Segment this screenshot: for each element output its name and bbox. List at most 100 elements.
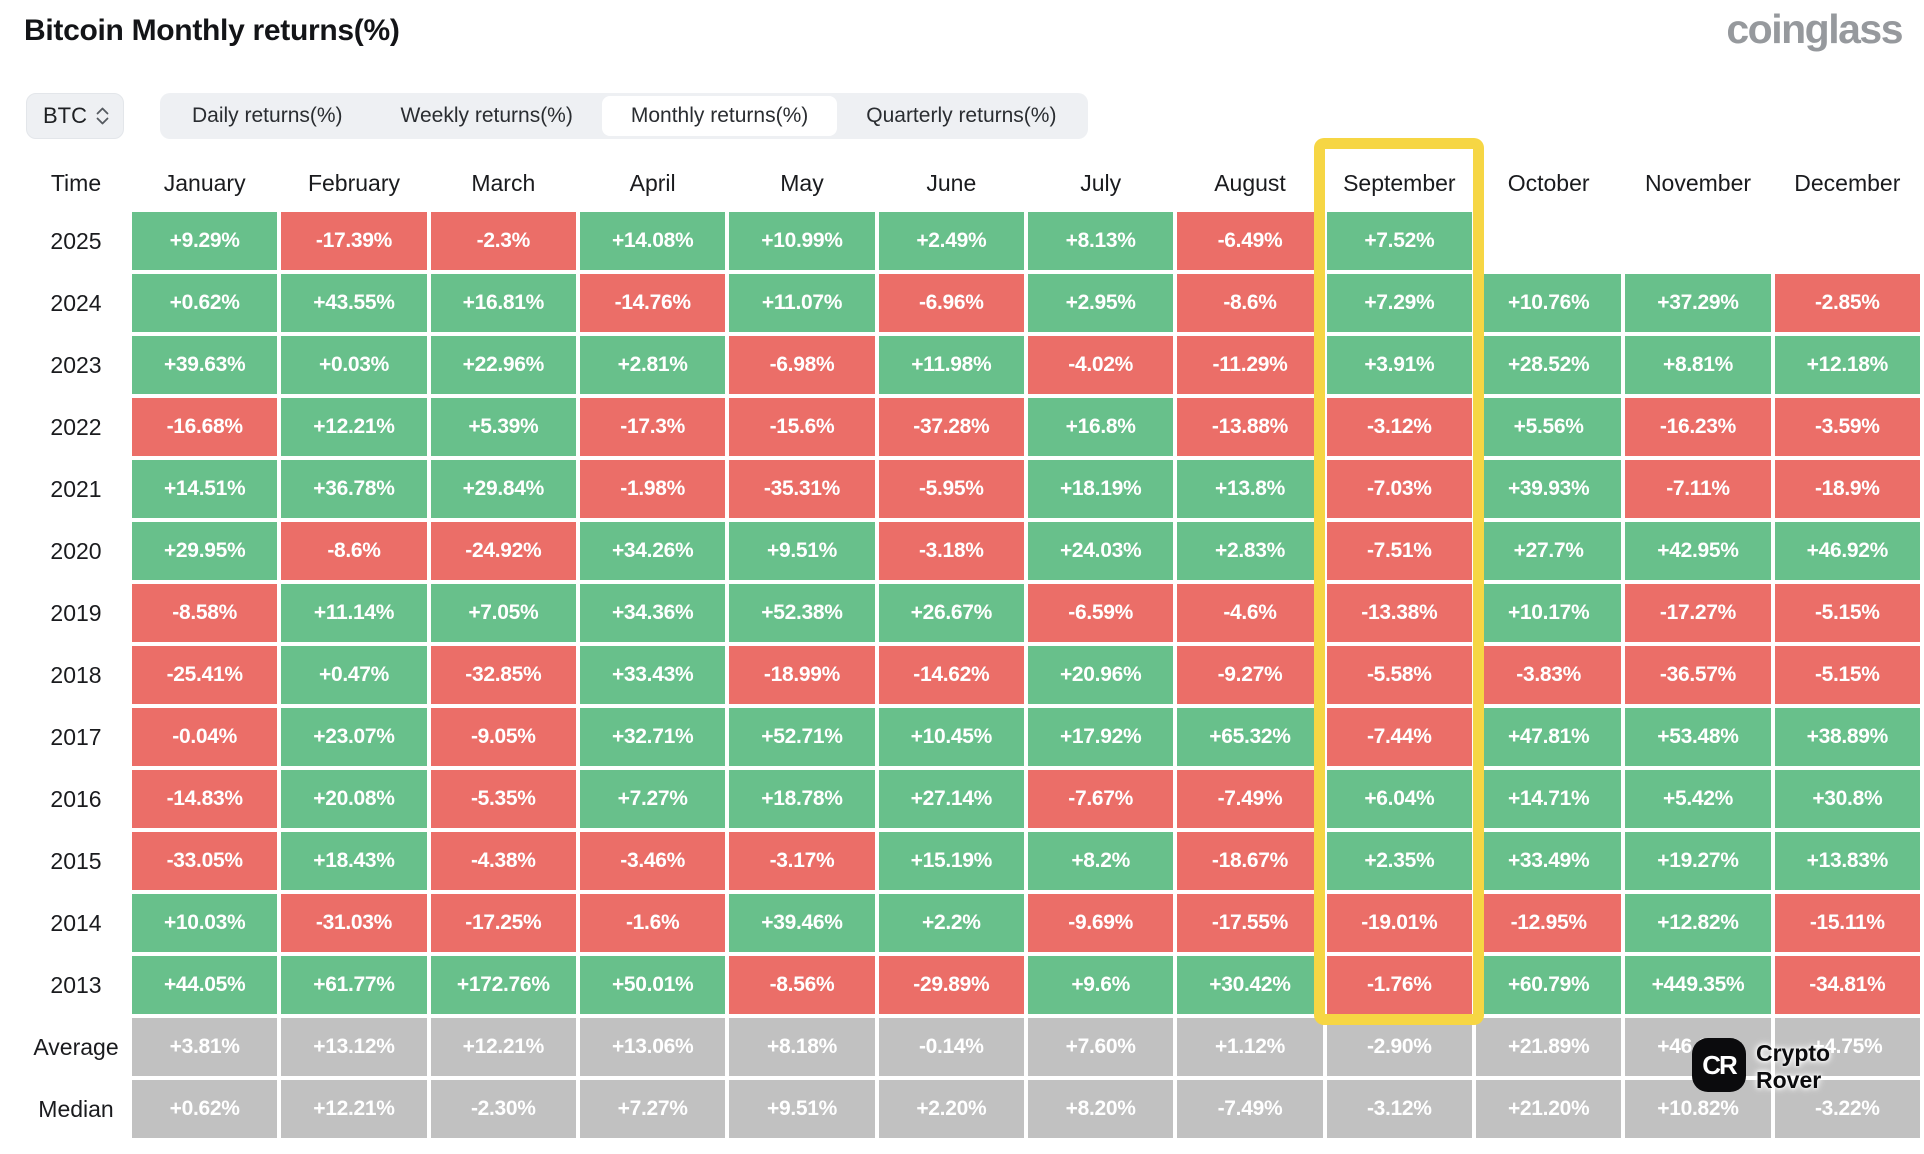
monthly-returns-table: Time January February March April May June July… <box>24 158 1920 1138</box>
return-cell: -31.03% <box>281 894 427 952</box>
return-cell: -3.18% <box>878 522 1024 580</box>
return-cell: -0.04% <box>132 708 278 766</box>
return-cell: -6.59% <box>1027 584 1174 642</box>
return-cell: -2.3% <box>430 212 576 270</box>
return-cell: +18.78% <box>729 770 875 828</box>
row-label-2023: 2023 <box>50 351 102 378</box>
return-cell: -18.99% <box>729 646 875 704</box>
return-cell: +39.63% <box>132 336 278 394</box>
row-label-2020: 2020 <box>50 537 102 564</box>
row-label-2019: 2019 <box>50 599 102 626</box>
return-cell: +21.89% <box>1475 1018 1622 1076</box>
col-header-october: October <box>1507 169 1590 196</box>
col-header-august: August <box>1214 169 1286 196</box>
return-cell: +14.51% <box>132 460 278 518</box>
return-cell: +60.79% <box>1475 956 1622 1014</box>
return-cell: +9.29% <box>132 212 278 270</box>
row-label-median: Median <box>38 1095 114 1122</box>
return-cell: +6.04% <box>1326 770 1472 828</box>
return-cell: -2.85% <box>1774 274 1920 332</box>
return-cell: +33.49% <box>1475 832 1622 890</box>
return-cell: +34.26% <box>579 522 726 580</box>
return-cell: +10.99% <box>729 212 875 270</box>
return-cell: +53.48% <box>1625 708 1771 766</box>
return-cell: +10.17% <box>1475 584 1622 642</box>
col-header-february: February <box>307 169 401 196</box>
return-cell: -8.6% <box>1177 274 1323 332</box>
tab-weekly-returns[interactable]: Weekly returns(%) <box>400 104 573 127</box>
return-cell: -14.83% <box>132 770 278 828</box>
col-header-january: January <box>163 169 246 196</box>
return-cell: +13.83% <box>1774 832 1920 890</box>
return-cell: +50.01% <box>579 956 726 1014</box>
return-cell: +5.42% <box>1625 770 1771 828</box>
return-cell: +5.56% <box>1475 398 1622 456</box>
symbol-select-label: BTC <box>43 103 87 128</box>
return-cell: -5.95% <box>878 460 1024 518</box>
return-cell: +24.03% <box>1027 522 1174 580</box>
return-cell: +11.07% <box>729 274 875 332</box>
tab-quarterly-returns[interactable]: Quarterly returns(%) <box>866 104 1057 127</box>
controls-bar: BTC Daily returns(%) Weekly returns(%) Mon… <box>26 93 1089 139</box>
return-cell: +61.77% <box>281 956 427 1014</box>
return-cell: +3.81% <box>132 1018 278 1076</box>
col-header-september: September <box>1343 169 1456 196</box>
return-cell: +12.21% <box>430 1018 576 1076</box>
return-cell: +3.91% <box>1326 336 1472 394</box>
row-label-2014: 2014 <box>50 909 102 936</box>
tab-monthly-returns[interactable]: Monthly returns(%) <box>601 96 838 136</box>
return-cell: +2.81% <box>579 336 726 394</box>
return-cell: -17.3% <box>579 398 726 456</box>
return-cell: +7.27% <box>579 770 726 828</box>
return-cell: +10.45% <box>878 708 1024 766</box>
return-cell: -13.38% <box>1326 584 1472 642</box>
return-cell: +42.95% <box>1625 522 1771 580</box>
return-cell: -37.28% <box>878 398 1024 456</box>
return-cell: -4.38% <box>430 832 576 890</box>
return-cell: -7.67% <box>1027 770 1174 828</box>
return-cell: +2.49% <box>878 212 1024 270</box>
return-cell: -3.83% <box>1475 646 1622 704</box>
return-cell: -16.23% <box>1625 398 1771 456</box>
return-cell: +37.29% <box>1625 274 1771 332</box>
return-cell: -15.11% <box>1774 894 1920 952</box>
return-cell: +16.8% <box>1027 398 1174 456</box>
return-cell: +23.07% <box>281 708 427 766</box>
return-cell: -18.9% <box>1774 460 1920 518</box>
return-cell: -12.95% <box>1475 894 1622 952</box>
return-cell: +9.51% <box>729 1080 875 1138</box>
row-label-2021: 2021 <box>50 475 102 502</box>
return-cell: -29.89% <box>878 956 1024 1014</box>
return-cell: -1.6% <box>579 894 726 952</box>
return-cell: -18.67% <box>1177 832 1323 890</box>
return-cell: -6.96% <box>878 274 1024 332</box>
tab-daily-returns[interactable]: Daily returns(%) <box>192 104 343 127</box>
return-cell: +8.18% <box>729 1018 875 1076</box>
return-cell: -14.76% <box>579 274 726 332</box>
return-cell: +13.8% <box>1177 460 1323 518</box>
return-cell: +2.83% <box>1177 522 1323 580</box>
return-cell: -1.98% <box>579 460 726 518</box>
return-cell: +52.38% <box>729 584 875 642</box>
return-cell: +43.55% <box>281 274 427 332</box>
return-cell: -19.01% <box>1326 894 1472 952</box>
return-cell: +13.12% <box>281 1018 427 1076</box>
return-cell: -4.6% <box>1177 584 1323 642</box>
return-cell: -8.6% <box>281 522 427 580</box>
return-cell: -3.12% <box>1326 1080 1472 1138</box>
return-cell: +12.21% <box>281 398 427 456</box>
symbol-select[interactable]: BTC <box>26 93 124 139</box>
return-cell: -4.02% <box>1027 336 1174 394</box>
return-cell: +28.52% <box>1475 336 1622 394</box>
return-cell <box>1625 212 1770 270</box>
return-cell: +0.62% <box>132 1080 278 1138</box>
return-cell: +7.29% <box>1326 274 1472 332</box>
return-cell: -17.39% <box>281 212 427 270</box>
return-cell: -35.31% <box>729 460 875 518</box>
returns-period-tabs: Daily returns(%) Weekly returns(%) Monthly… <box>160 93 1089 139</box>
return-cell: +65.32% <box>1177 708 1323 766</box>
return-cell: -6.49% <box>1177 212 1323 270</box>
return-cell: +29.84% <box>430 460 576 518</box>
return-cell: +5.39% <box>430 398 576 456</box>
row-label-2015: 2015 <box>50 847 102 874</box>
